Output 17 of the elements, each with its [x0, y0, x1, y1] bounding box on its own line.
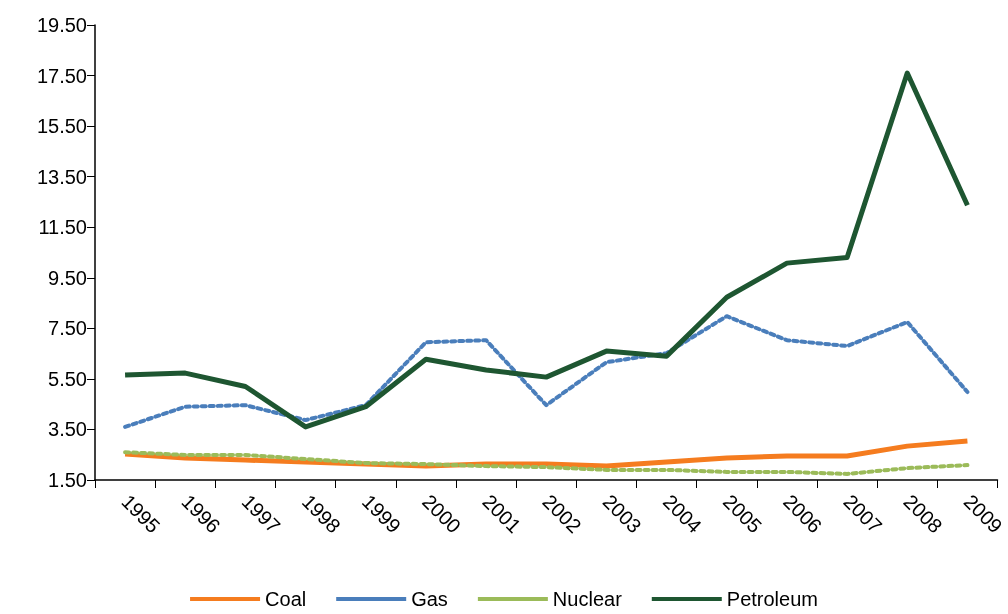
y-tick-label: 5.50 [48, 367, 87, 390]
legend-label: Gas [411, 588, 448, 610]
y-tick-label: 19.50 [36, 14, 87, 36]
y-tick-label: 1.50 [48, 469, 87, 491]
legend-label: Coal [265, 588, 307, 610]
y-tick-label: 15.50 [36, 115, 87, 138]
legend-label: Nuclear [552, 588, 623, 610]
y-tick-label: 7.50 [48, 317, 87, 340]
legend-label: Petroleum [726, 588, 818, 610]
line-series [123, 314, 970, 429]
y-tick-label: 13.50 [36, 165, 87, 188]
y-tick-label: 3.50 [48, 418, 87, 441]
line-series [123, 450, 970, 476]
y-tick-label: 11.50 [38, 216, 87, 239]
y-tick-label: 17.50 [36, 64, 87, 87]
x-tick-label: 1997 [237, 490, 285, 538]
y-tick-label: 9.50 [48, 266, 87, 289]
